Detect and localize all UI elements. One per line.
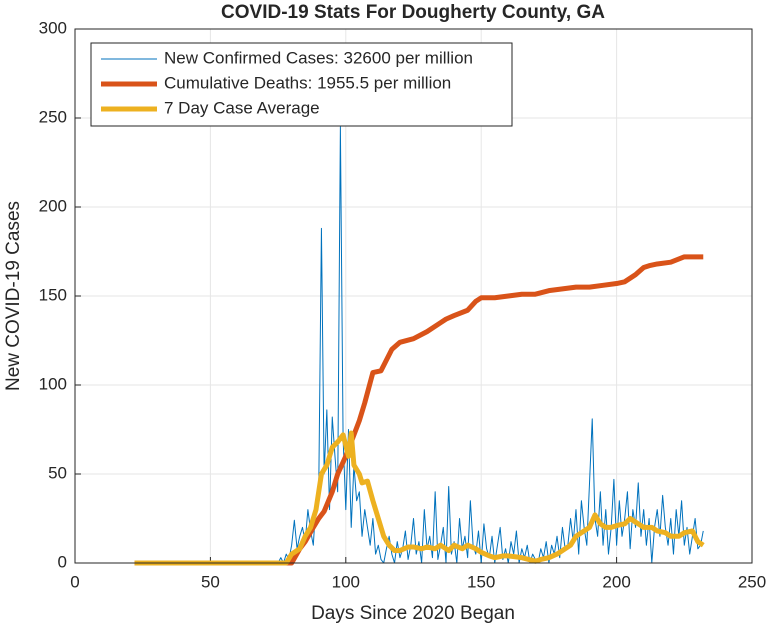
y-tick-label: 250 [39,107,67,126]
x-tick-label: 50 [201,572,220,591]
legend-label: New Confirmed Cases: 32600 per million [164,48,473,67]
x-tick-label: 250 [738,572,766,591]
y-tick-label: 150 [39,285,67,304]
x-axis-label: Days Since 2020 Began [311,603,515,624]
x-tick-label: 100 [332,572,360,591]
y-tick-label: 300 [39,18,67,37]
x-tick-label: 0 [70,572,79,591]
y-tick-label: 100 [39,374,67,393]
y-tick-label: 50 [48,463,67,482]
series-line [134,254,704,566]
y-tick-label: 200 [39,196,67,215]
x-tick-label: 150 [467,572,495,591]
legend-box [90,42,513,127]
axes-box [74,28,753,564]
y-axis-label: New COVID-19 Cases [3,201,24,391]
legend-label: Cumulative Deaths: 1955.5 per million [164,73,451,92]
chart-title: COVID-19 Stats For Dougherty County, GA [221,2,605,23]
series-line [134,430,705,566]
y-tick-label: 0 [58,552,67,571]
legend-label: 7 Day Case Average [164,98,320,117]
x-tick-label: 200 [602,572,630,591]
